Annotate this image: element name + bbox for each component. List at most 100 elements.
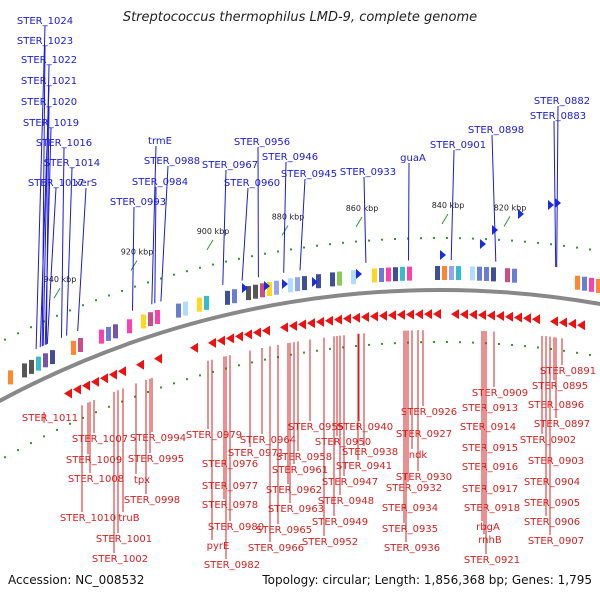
leader-line	[132, 206, 135, 311]
tick-dot	[56, 428, 58, 431]
feature-block	[232, 289, 237, 304]
gene-label-bottom: STER_0916	[462, 462, 518, 473]
tick-dot	[69, 422, 71, 425]
gene-label-top: STER_1019	[23, 118, 79, 129]
gene-label-bottom: STER_0921	[464, 555, 520, 566]
gene-label-bottom: STER_0932	[386, 483, 442, 494]
feature-block	[113, 324, 118, 339]
ruler-tick	[441, 213, 449, 225]
tick-dot	[134, 395, 136, 398]
gene-arrow	[208, 337, 216, 348]
feature-block	[582, 276, 587, 291]
tick-dot	[108, 405, 110, 408]
gene-arrow	[307, 318, 315, 329]
feature-block	[393, 267, 398, 282]
feature-block	[204, 295, 209, 310]
gene-label-top: STER_1016	[36, 138, 92, 149]
feature-block	[197, 297, 202, 312]
leader-line	[41, 45, 46, 347]
gene-arrow	[91, 376, 99, 387]
feature-block	[8, 370, 13, 385]
gene-label-top: STER_0988	[144, 156, 200, 167]
tick-dot	[212, 263, 214, 266]
gene-arrow	[505, 311, 513, 322]
gene-arrow	[253, 327, 261, 338]
leader-line	[35, 25, 46, 350]
gene-arrow	[154, 353, 162, 364]
tick-dot	[82, 416, 84, 419]
tick-dot	[329, 347, 331, 350]
gene-arrow	[73, 384, 81, 395]
tick-dot	[446, 237, 448, 239]
gene-label-bottom: STER_0891	[540, 366, 596, 377]
tick-dot	[147, 391, 149, 393]
gene-label-bottom: STER_0982	[204, 560, 260, 571]
feature-block	[50, 350, 55, 365]
tick-dot	[17, 449, 19, 452]
gene-label-bottom: STER_0965	[256, 525, 312, 536]
tick-dot	[420, 341, 422, 344]
tick-dot	[472, 341, 474, 344]
gene-arrow	[264, 281, 270, 291]
feature-block	[176, 303, 181, 318]
feature-block	[106, 326, 111, 341]
tick-dot	[576, 246, 578, 249]
tick-dot	[173, 273, 175, 276]
gene-arrow	[217, 335, 225, 346]
gene-arrow	[460, 309, 468, 320]
feature-block	[71, 340, 76, 355]
gene-arrow	[487, 310, 495, 321]
gene-arrow	[356, 269, 362, 279]
gene-arrow	[325, 315, 333, 326]
gene-arrow	[242, 283, 248, 293]
tick-dot	[485, 238, 487, 241]
tick-dot	[160, 386, 162, 389]
tick-dot	[277, 250, 279, 253]
tick-dot	[433, 237, 435, 239]
gene-arrow	[379, 310, 387, 321]
tick-dot	[303, 351, 305, 354]
tick-dot	[30, 326, 32, 329]
gene-arrow	[118, 366, 126, 377]
gene-label-bottom: STER_0913	[462, 403, 518, 414]
tick-dot	[212, 370, 214, 373]
gene-label-bottom: STER_0950	[315, 437, 371, 448]
gene-label-bottom: STER_0905	[524, 498, 580, 509]
leader-line	[42, 64, 50, 346]
tick-dot	[524, 240, 526, 243]
gene-arrow	[555, 198, 561, 208]
gene-label-bottom: STER_0917	[462, 484, 518, 495]
tick-dot	[498, 238, 500, 241]
topology-label: Topology: circular; Length: 1,856,368 bp…	[262, 573, 592, 587]
gene-arrow	[235, 331, 243, 342]
feature-block	[400, 266, 405, 281]
feature-block	[253, 284, 258, 299]
leader-line	[66, 167, 73, 336]
gene-arrow	[100, 373, 108, 384]
gene-label-bottom: STER_0979	[186, 430, 242, 441]
ruler-tick	[355, 216, 363, 228]
gene-label-bottom: STER_1002	[92, 554, 148, 565]
tick-dot	[524, 345, 526, 348]
tick-dot	[199, 374, 201, 377]
gene-label-bottom: STER_0935	[382, 524, 438, 535]
ruler-tick	[503, 216, 511, 227]
gene-label-bottom: STER_0963	[268, 504, 324, 515]
gene-arrow	[280, 322, 288, 333]
feature-block	[330, 272, 335, 287]
gene-arrow	[312, 277, 318, 287]
gene-label-bottom: STER_0906	[524, 517, 580, 528]
feature-block	[449, 266, 454, 280]
gene-label-bottom: STER_1007	[72, 434, 128, 445]
gene-label-top: STER_0993	[110, 197, 166, 208]
tick-dot	[108, 294, 110, 297]
gene-label-bottom: STER_0902	[520, 435, 576, 446]
gene-arrow	[514, 312, 522, 323]
feature-block	[470, 266, 475, 281]
leader-line	[77, 187, 87, 332]
gene-label-top: xerS	[75, 178, 97, 189]
feature-block	[435, 266, 440, 280]
tick-dot	[537, 241, 539, 244]
feature-block	[43, 353, 48, 368]
gene-arrow	[352, 312, 360, 323]
